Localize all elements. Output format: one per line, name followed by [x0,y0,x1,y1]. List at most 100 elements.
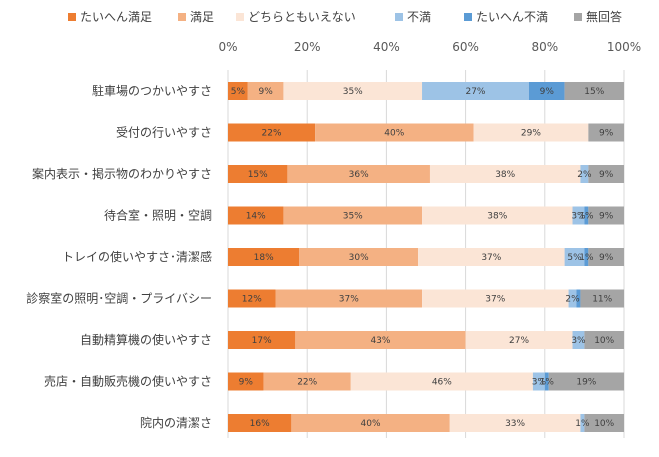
bar-segment [548,372,624,391]
bar-segment [572,206,585,225]
x-tick-label: 0% [218,40,237,54]
legend-swatch [464,13,472,21]
data-label: 17% [252,336,272,346]
category-label: 駐車場のつかいやすさ [92,83,212,98]
data-label: 30% [349,253,369,263]
data-label: 35% [343,87,363,97]
data-label: 38% [495,170,515,180]
bar-segment [350,372,533,391]
data-label: 3% [571,336,586,346]
data-label: 1% [540,378,555,388]
bar-segment [588,165,624,183]
bars [228,82,624,432]
data-label: 9% [599,170,614,180]
legend-swatch [574,13,582,21]
x-axis-tick-labels: 0% 20% 40% 60% 80% 100% [218,40,641,54]
bar-segment [263,372,351,391]
bar-segment [228,206,284,225]
bar-segment [588,206,624,225]
data-label: 2% [565,295,580,305]
category-label: 自動精算機の使いやすさ [80,332,212,347]
bar-segment [422,289,569,308]
bar-segment [532,372,545,391]
x-tick-label: 80% [531,40,558,54]
bar-segment [473,123,589,142]
bar-segment [283,82,423,100]
data-label: 14% [246,212,266,222]
bar-segment [228,123,316,142]
data-label: 12% [242,295,262,305]
data-label: 18% [254,253,274,263]
bar-segment [295,331,466,349]
data-label: 1% [579,212,594,222]
data-label: 19% [576,378,596,388]
data-label: 9% [599,129,614,139]
data-label: 27% [465,87,485,97]
data-label: 22% [262,129,282,139]
data-label: 9% [599,253,614,263]
bar-segment [275,289,423,308]
bar-segment [584,248,589,266]
legend-swatch [178,13,186,21]
data-label: 15% [248,170,268,180]
bar-segment [228,165,288,183]
bar-segment [580,414,585,432]
bar-segment [449,414,581,432]
category-label: 売店・自動販売機の使いやすさ [44,374,212,389]
bar-segment [429,165,581,183]
bar-segment [564,82,624,100]
data-labels: 5% 9% 35% 27% 9% 15% 22% 40% 29% 9% 15% 36% 38% 2% 9% 1… [231,87,615,429]
data-label: 38% [487,212,507,222]
data-label: 1% [579,253,594,263]
legend-label: たいへん満足 [80,10,152,24]
bar-segment [287,165,430,183]
data-label: 10% [594,419,614,429]
category-label: 院内の清潔さ [140,416,212,430]
data-label: 1% [575,419,590,429]
bar-segment [228,331,296,349]
data-label: 5% [567,253,582,263]
bar-segment [228,414,292,432]
bar-segment [528,82,565,100]
bar-segment [580,289,624,308]
data-label: 29% [521,129,541,139]
data-label: 9% [599,212,614,222]
legend-swatch [68,13,76,21]
data-label: 33% [505,419,525,429]
chart-legend: たいへん満足 満足 どちらともいえない 不満 たいへん不満 無回答 [68,9,622,24]
bar-segment [544,372,549,391]
data-label: 37% [339,295,359,305]
data-label: 35% [343,212,363,222]
data-label: 36% [349,170,369,180]
x-tick-label: 40% [373,40,400,54]
data-label: 9% [239,378,254,388]
legend-swatch [236,13,244,21]
bar-segment [422,206,573,225]
data-label: 3% [571,212,586,222]
bar-segment [228,82,248,100]
data-label: 11% [592,295,612,305]
data-label: 43% [370,336,390,346]
data-label: 22% [297,378,317,388]
bar-segment [568,289,577,308]
bar-segment [588,123,624,142]
bar-segment [584,331,624,349]
data-label: 9% [258,87,273,97]
bar-segment [572,331,585,349]
bar-segment [580,165,589,183]
category-labels: 駐車場のつかいやすさ受付の行いやすさ案内表示・掲示物のわかりやすさ待合室・照明・… [26,83,212,430]
data-label: 5% [231,87,246,97]
bar-segment [418,248,565,266]
data-label: 40% [361,419,381,429]
legend-swatch [395,13,403,21]
category-label: 待合室・照明・空調 [104,208,212,223]
data-label: 15% [584,87,604,97]
bar-segment [247,82,284,100]
bar-segment [315,123,474,142]
bar-segment [291,414,450,432]
category-label: 診察室の照明･空調・プライバシー [26,291,212,306]
bar-segment [584,414,624,432]
data-label: 16% [250,419,270,429]
x-tick-label: 20% [294,40,321,54]
